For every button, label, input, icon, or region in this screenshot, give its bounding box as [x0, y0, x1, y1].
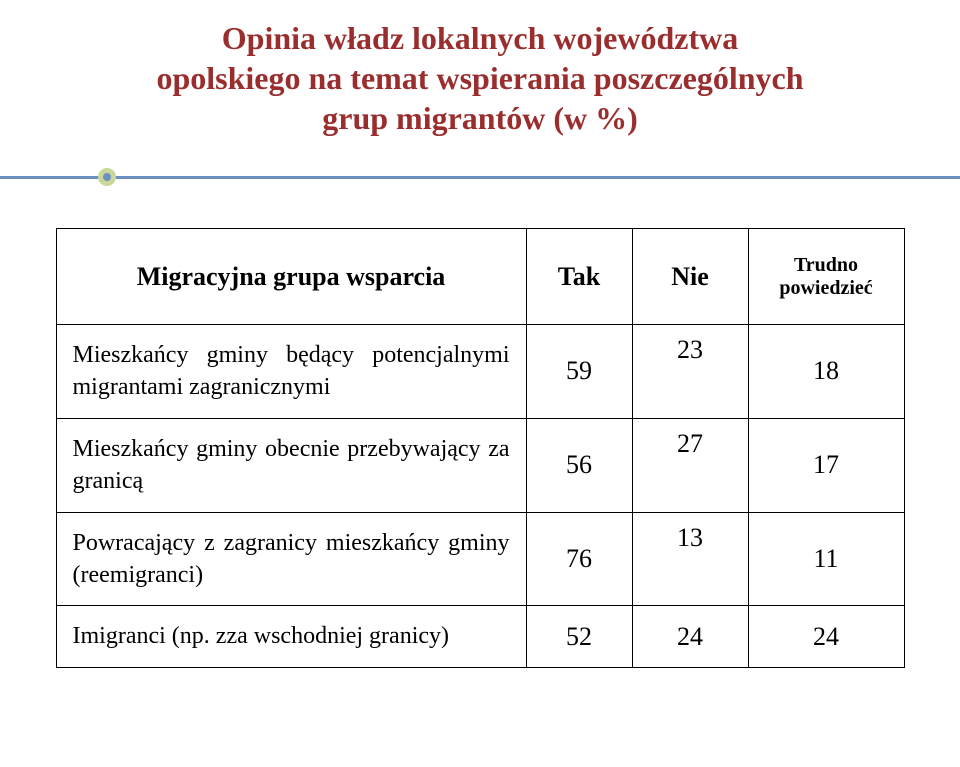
cell-tak: 52: [526, 606, 632, 667]
row-label: Imigranci (np. zza wschodniej granicy): [56, 606, 526, 667]
divider: [40, 166, 920, 188]
table-row: Powracający z zagranicy mieszkańcy gminy…: [56, 512, 904, 606]
col-header-nie: Nie: [632, 229, 748, 325]
row-label: Mieszkańcy gminy obecnie przebywający za…: [56, 418, 526, 512]
slide-title: Opinia władz lokalnych województwa opols…: [40, 18, 920, 138]
cell-nie: 23: [632, 325, 748, 419]
bullet-icon: [98, 168, 116, 186]
row-label: Powracający z zagranicy mieszkańcy gminy…: [56, 512, 526, 606]
title-line-2: opolskiego na temat wspierania poszczegó…: [156, 60, 803, 96]
col-header-trudno: Trudno powiedzieć: [748, 229, 904, 325]
cell-trudno: 11: [748, 512, 904, 606]
table-row: Imigranci (np. zza wschodniej granicy) 5…: [56, 606, 904, 667]
slide: Opinia władz lokalnych województwa opols…: [0, 0, 960, 767]
row-label: Mieszkańcy gminy będący potencjalnymi mi…: [56, 325, 526, 419]
table-header-row: Migracyjna grupa wsparcia Tak Nie Trudno…: [56, 229, 904, 325]
cell-nie: 27: [632, 418, 748, 512]
cell-tak: 76: [526, 512, 632, 606]
cell-nie: 24: [632, 606, 748, 667]
table-row: Mieszkańcy gminy obecnie przebywający za…: [56, 418, 904, 512]
table-row: Mieszkańcy gminy będący potencjalnymi mi…: [56, 325, 904, 419]
cell-tak: 59: [526, 325, 632, 419]
col-header-group: Migracyjna grupa wsparcia: [56, 229, 526, 325]
cell-trudno: 17: [748, 418, 904, 512]
cell-nie: 13: [632, 512, 748, 606]
divider-line: [0, 176, 960, 179]
bullet-inner-icon: [103, 173, 111, 181]
cell-trudno: 18: [748, 325, 904, 419]
title-line-3: grup migrantów (w %): [322, 100, 638, 136]
cell-trudno: 24: [748, 606, 904, 667]
data-table: Migracyjna grupa wsparcia Tak Nie Trudno…: [56, 228, 905, 668]
title-line-1: Opinia władz lokalnych województwa: [222, 20, 738, 56]
cell-tak: 56: [526, 418, 632, 512]
col-header-tak: Tak: [526, 229, 632, 325]
